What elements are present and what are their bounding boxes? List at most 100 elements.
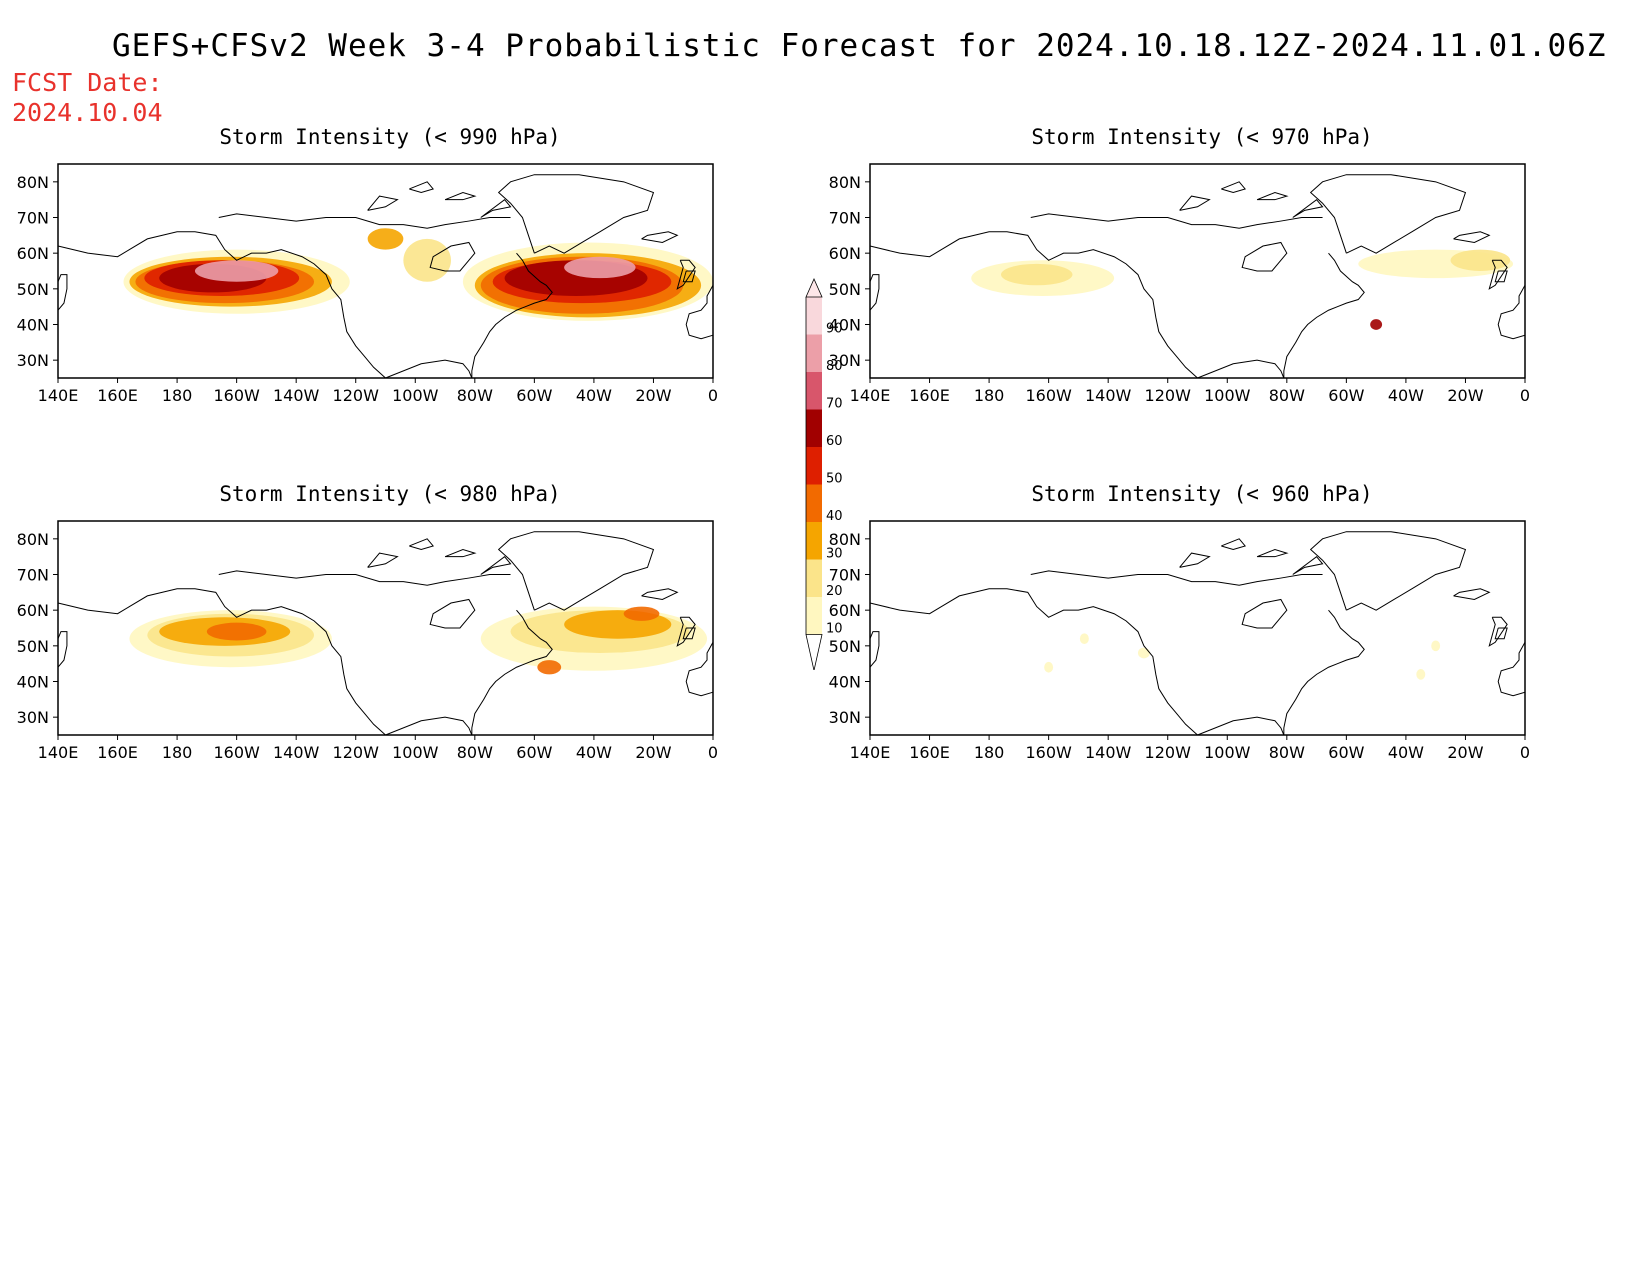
coastline (1197, 359, 1285, 379)
coastline (471, 252, 553, 378)
lon-tick-label: 140E (38, 743, 79, 762)
coastline (1494, 627, 1508, 640)
colorbar-label: 80 (826, 359, 843, 374)
coastline (869, 588, 1198, 736)
coastline (1030, 570, 1323, 586)
lon-tick-label: 180 (162, 743, 193, 762)
lon-tick-label: 60W (1328, 743, 1364, 762)
lon-tick-label: 160E (909, 386, 950, 405)
lon-tick-label: 140W (273, 386, 320, 405)
coastline (1292, 555, 1324, 575)
lat-tick-label: 50N (829, 637, 861, 656)
coastline (1309, 174, 1467, 254)
lon-tick-label: 0 (708, 743, 718, 762)
coastline (641, 588, 679, 600)
lon-tick-label: 160E (97, 386, 138, 405)
lat-tick-label: 80N (17, 173, 49, 192)
lon-tick-label: 120W (1145, 386, 1192, 405)
probability-field (123, 228, 713, 321)
lon-tick-label: 40W (1388, 743, 1424, 762)
probability-area (537, 660, 562, 675)
coastline (676, 616, 696, 647)
lon-tick-label: 180 (162, 386, 193, 405)
probability-field (129, 606, 708, 675)
coastline (367, 195, 399, 211)
colorbar-box (806, 372, 822, 410)
coastline (480, 198, 512, 218)
lon-tick-label: 80W (1269, 386, 1305, 405)
colorbar-label: 90 (826, 322, 843, 337)
panel-title: Storm Intensity (< 990 hPa) (219, 125, 561, 149)
colorbar-box (806, 297, 822, 335)
colorbar-top-arrow (805, 278, 823, 298)
lat-tick-label: 30N (829, 708, 861, 727)
colorbar-box (806, 597, 822, 635)
coastline (1221, 181, 1247, 194)
probability-area (1416, 669, 1426, 680)
lat-tick-label: 60N (829, 244, 861, 263)
coastline (1497, 285, 1526, 340)
coastline (1179, 195, 1211, 211)
coastline (367, 552, 399, 568)
coastline (57, 588, 386, 736)
coastlines (869, 174, 1526, 379)
lon-tick-label: 160E (909, 743, 950, 762)
lon-tick-label: 160W (1025, 743, 1072, 762)
coastline (1256, 192, 1289, 201)
lon-tick-label: 0 (1520, 386, 1530, 405)
coastline (57, 631, 68, 668)
coastline (1241, 241, 1288, 272)
probability-area (1450, 249, 1511, 271)
coastline (480, 555, 512, 575)
forecast-date-label: FCST Date: (12, 68, 163, 97)
lat-tick-label: 60N (829, 601, 861, 620)
lat-tick-label: 40N (17, 316, 49, 335)
lat-tick-label: 70N (17, 209, 49, 228)
lon-tick-label: 120W (1145, 743, 1192, 762)
coastline (218, 213, 511, 229)
panel-title: Storm Intensity (< 960 hPa) (1031, 482, 1373, 506)
main-title: GEFS+CFSv2 Week 3-4 Probabilistic Foreca… (112, 28, 1607, 64)
lat-tick-label: 50N (17, 280, 49, 299)
probability-area (1044, 661, 1054, 673)
probability-field (1044, 633, 1441, 680)
colorbar-box (806, 409, 822, 447)
coastline (1292, 198, 1324, 218)
lat-tick-label: 70N (829, 566, 861, 585)
lat-tick-label: 60N (17, 244, 49, 263)
coastline (869, 631, 880, 668)
lon-tick-label: 20W (1447, 743, 1483, 762)
coastline (676, 259, 696, 290)
colorbar-label: 60 (826, 434, 843, 449)
coastline (1488, 616, 1508, 647)
lat-tick-label: 80N (17, 530, 49, 549)
coastline (641, 231, 679, 243)
coastline (1179, 552, 1211, 568)
probability-area (1001, 263, 1073, 286)
lon-tick-label: 80W (457, 386, 493, 405)
coastline (685, 285, 714, 340)
colorbar-label: 40 (826, 509, 843, 524)
coastline (869, 274, 880, 311)
probability-area (1431, 640, 1441, 652)
panel-970: Storm Intensity (< 970 hPa) 80N 70N 60N 50N… (812, 125, 1642, 465)
colorbar-box (806, 447, 822, 485)
coastlines (869, 531, 1526, 736)
lon-tick-label: 40W (576, 743, 612, 762)
lon-tick-label: 160E (97, 743, 138, 762)
lat-tick-label: 50N (17, 637, 49, 656)
panel-title: Storm Intensity (< 970 hPa) (1031, 125, 1373, 149)
coastlines (57, 174, 714, 379)
map-frame (57, 163, 714, 379)
lon-tick-label: 160W (1025, 386, 1072, 405)
probability-field (971, 249, 1514, 330)
lat-tick-label: 40N (829, 673, 861, 692)
lon-tick-label: 80W (457, 743, 493, 762)
lon-tick-label: 40W (576, 386, 612, 405)
lon-tick-label: 0 (1520, 743, 1530, 762)
coastline (1453, 588, 1491, 600)
colorbar-label: 70 (826, 397, 843, 412)
lat-tick-label: 60N (17, 601, 49, 620)
panel-990: Storm Intensity (< 990 hPa) 80N 70N 60N 50N… (0, 125, 830, 465)
probability-area (367, 228, 404, 250)
